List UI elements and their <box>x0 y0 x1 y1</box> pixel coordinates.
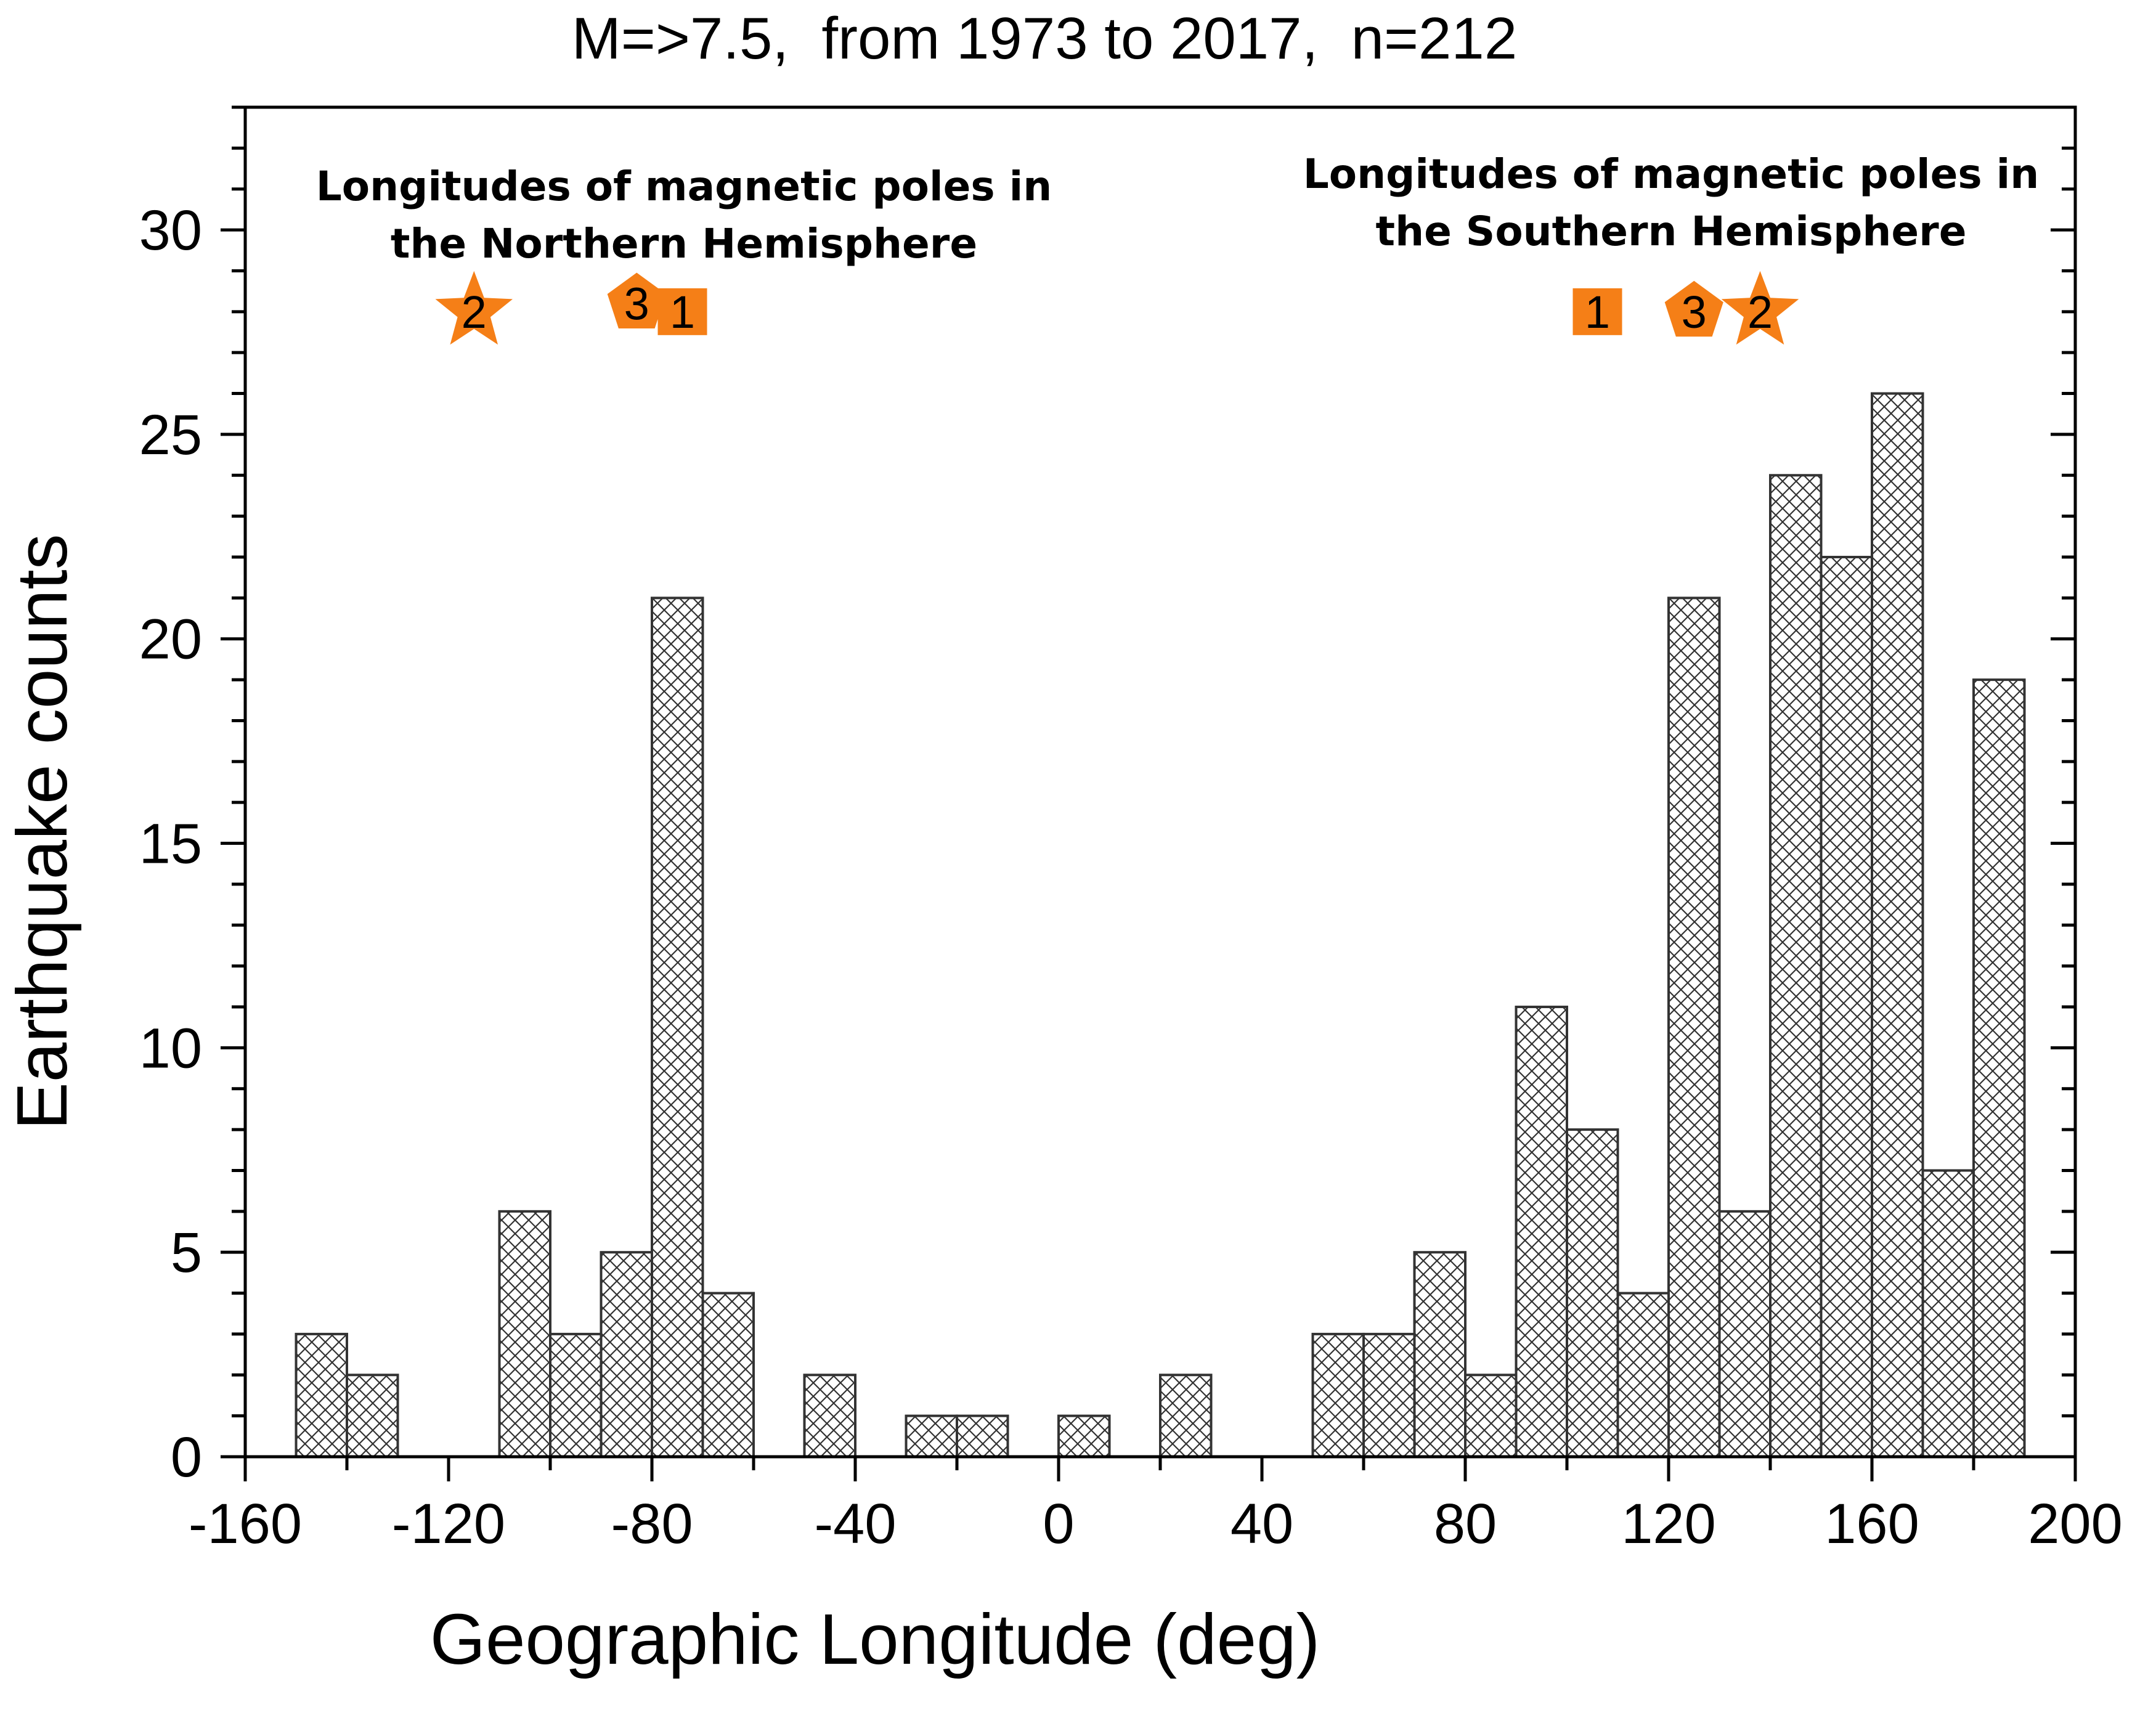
marker-label: 1 <box>670 287 695 338</box>
y-tick-label: 25 <box>139 404 202 466</box>
histogram-bar <box>549 1332 603 1459</box>
histogram-bar <box>905 1414 958 1459</box>
histogram-bar <box>1413 1251 1466 1458</box>
marker-label: 3 <box>624 279 649 330</box>
histogram-bar <box>1972 678 2026 1458</box>
axis-ticks <box>221 105 2077 1481</box>
x-tick-label: -80 <box>611 1492 693 1555</box>
annotation-text-southern: the Southern Hemisphere <box>1376 208 1967 255</box>
histogram-bar <box>1820 556 1873 1458</box>
x-tick-labels: -160 -120 -80 -40 0 40 80 120 160 200 <box>189 1492 2123 1555</box>
histogram-bar <box>1057 1414 1111 1459</box>
square-marker-icon <box>657 288 707 335</box>
histogram-bar <box>295 1332 348 1459</box>
marker-label: 1 <box>1585 287 1610 338</box>
y-tick-label: 0 <box>171 1426 202 1489</box>
y-tick-label: 5 <box>171 1221 202 1284</box>
annotations-group: Longitudes of magnetic poles in the North… <box>316 150 2040 345</box>
y-tick-label: 10 <box>139 1017 202 1080</box>
histogram-bar <box>1566 1128 1619 1459</box>
x-tick-label: -160 <box>189 1492 302 1555</box>
x-tick-label: 0 <box>1043 1492 1074 1555</box>
x-tick-label: 200 <box>2028 1492 2123 1555</box>
x-tick-label: -120 <box>392 1492 505 1555</box>
chart-title: M=>7.5, from 1973 to 2017, n=212 <box>572 6 1517 71</box>
annotation-text-northern: Longitudes of magnetic poles in <box>316 163 1052 210</box>
histogram-bar <box>346 1374 399 1458</box>
y-tick-labels: 0 5 10 15 20 25 30 <box>139 199 202 1489</box>
histogram-bar <box>1616 1292 1670 1458</box>
histogram-bar <box>1667 596 1721 1458</box>
histogram-bar <box>1362 1332 1416 1459</box>
y-tick-label: 30 <box>139 199 202 262</box>
histogram-bar <box>803 1374 856 1458</box>
marker-label: 2 <box>1747 287 1773 338</box>
histogram-bar <box>1311 1332 1365 1459</box>
x-tick-label: 160 <box>1824 1492 1919 1555</box>
x-tick-label: 40 <box>1231 1492 1293 1555</box>
marker-label: 2 <box>462 287 487 338</box>
histogram-bar <box>1718 1210 1772 1459</box>
histogram-bar <box>1515 1006 1568 1458</box>
pentagon-marker-icon <box>1664 280 1723 337</box>
x-tick-label: 80 <box>1434 1492 1497 1555</box>
annotation-text-northern: the Northern Hemisphere <box>391 220 977 267</box>
marker-label: 3 <box>1682 287 1707 338</box>
star-marker-icon <box>1721 271 1799 345</box>
x-tick-label: 120 <box>1621 1492 1716 1555</box>
square-marker-icon <box>1572 288 1622 335</box>
histogram-bar <box>956 1414 1009 1459</box>
annotation-text-southern: Longitudes of magnetic poles in <box>1303 150 2040 198</box>
histogram-bar <box>498 1210 551 1459</box>
histogram-bar <box>1464 1374 1518 1458</box>
histogram-bar <box>1769 474 1823 1458</box>
histogram-bar <box>1159 1374 1213 1458</box>
y-axis-label: Earthquake counts <box>2 534 82 1130</box>
histogram-bar <box>600 1251 653 1458</box>
histogram-bar <box>1871 392 1924 1459</box>
y-tick-label: 20 <box>139 608 202 671</box>
bars-group <box>295 392 2026 1459</box>
y-tick-label: 15 <box>139 813 202 876</box>
x-tick-label: -40 <box>815 1492 897 1555</box>
histogram-bar <box>701 1292 755 1458</box>
x-axis-label: Geographic Longitude (deg) <box>430 1599 1320 1679</box>
histogram-bar <box>651 596 704 1458</box>
histogram-bar <box>1921 1169 1975 1459</box>
pentagon-marker-icon <box>607 272 666 328</box>
star-marker-icon <box>435 271 513 345</box>
